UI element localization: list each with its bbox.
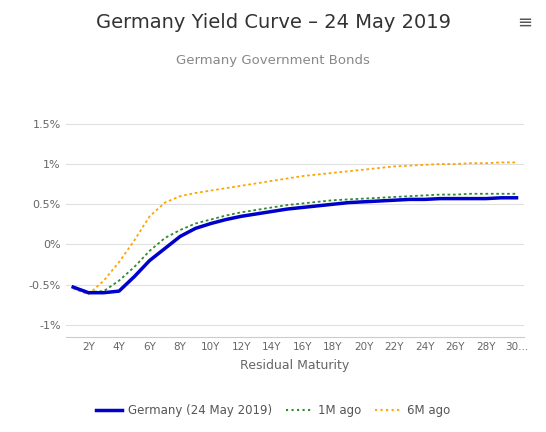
Text: ≡: ≡ (517, 14, 532, 32)
Text: Germany Yield Curve – 24 May 2019: Germany Yield Curve – 24 May 2019 (96, 13, 450, 32)
Legend: Germany (24 May 2019), 1M ago, 6M ago: Germany (24 May 2019), 1M ago, 6M ago (91, 399, 455, 422)
Text: Germany Government Bonds: Germany Government Bonds (176, 54, 370, 67)
X-axis label: Residual Maturity: Residual Maturity (240, 359, 349, 372)
